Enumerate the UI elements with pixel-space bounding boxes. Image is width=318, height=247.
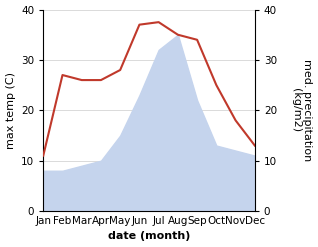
Y-axis label: med. precipitation
(kg/m2): med. precipitation (kg/m2) xyxy=(291,59,313,162)
X-axis label: date (month): date (month) xyxy=(108,231,190,242)
Y-axis label: max temp (C): max temp (C) xyxy=(5,72,16,149)
